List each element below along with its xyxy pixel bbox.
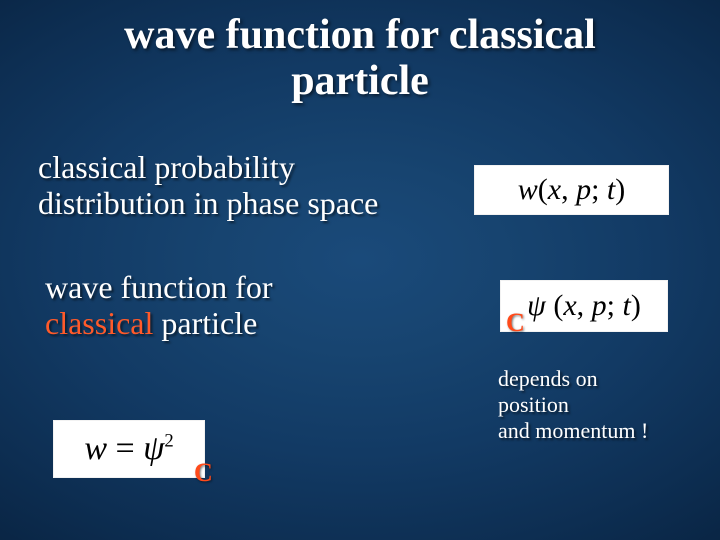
depends-line3: and momentum ! — [498, 418, 648, 443]
formula-w-eq-psi2: w = ψ2 — [53, 420, 205, 478]
subscript-c-psi: C — [506, 308, 525, 338]
block2-accent: classical — [45, 305, 153, 341]
block2-line2-rest: particle — [153, 305, 257, 341]
subscript-c-w: C — [194, 458, 213, 488]
text-depends-on: depends on position and momentum ! — [498, 366, 648, 444]
block1-line1: classical probability — [38, 149, 295, 185]
title-line-2: particle — [291, 58, 429, 104]
slide: wave function for classical particle cla… — [0, 0, 720, 540]
title-line-1: wave function for classical — [124, 12, 596, 58]
text-classical-probability: classical probability distribution in ph… — [38, 150, 378, 222]
formula2-text: ψ (x, p; t) — [527, 289, 641, 323]
block1-line2: distribution in phase space — [38, 185, 378, 221]
block2-line1: wave function for — [45, 269, 272, 305]
formula3-text: w = ψ2 — [84, 430, 173, 468]
depends-line2: position — [498, 392, 569, 417]
formula-w-xpt: w(x, p; t) — [474, 165, 669, 215]
page-title: wave function for classical particle — [0, 12, 720, 104]
text-wave-function: wave function for classical particle — [45, 270, 272, 342]
formula-psi-xpt: ψ (x, p; t) — [500, 280, 668, 332]
depends-line1: depends on — [498, 366, 598, 391]
formula1-text: w(x, p; t) — [518, 173, 626, 207]
